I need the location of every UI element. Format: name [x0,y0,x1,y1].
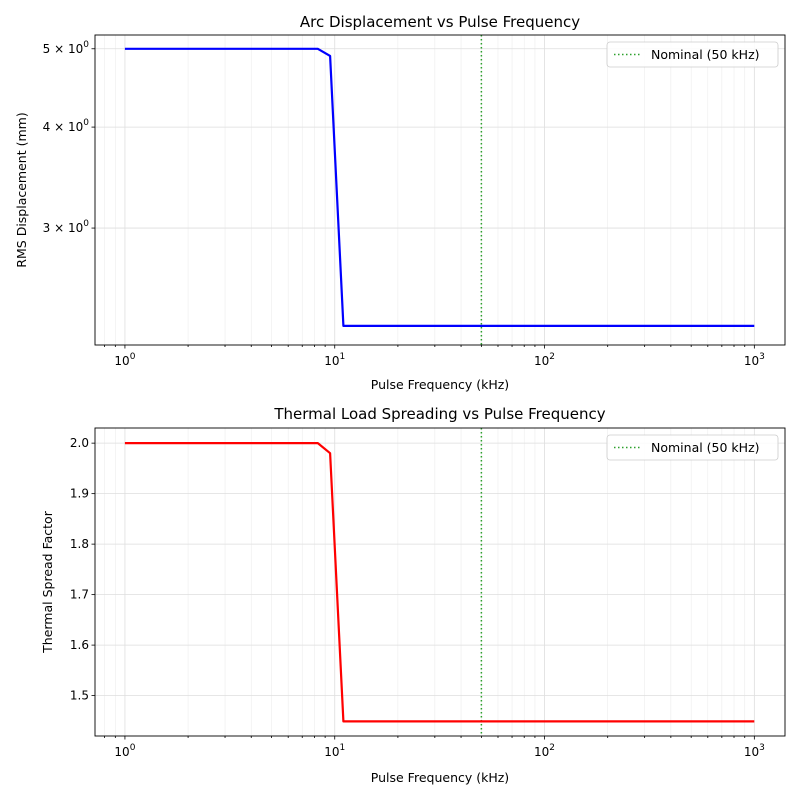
y-tick-label: 2.0 [70,436,89,450]
legend-label: Nominal (50 kHz) [651,440,760,455]
x-tick-label: 102 [534,352,555,368]
y-tick-label: 1.8 [70,537,89,551]
x-tick-label: 100 [114,743,135,759]
y-tick-label: 5 × 100 [43,40,90,56]
x-axis-label: Pulse Frequency (kHz) [371,770,509,785]
grid [95,35,785,345]
x-tick-label: 101 [324,743,345,759]
x-tick-label: 100 [114,352,135,368]
legend: Nominal (50 kHz) [606,434,779,461]
axes-frame [94,427,786,737]
x-tick-label: 102 [534,743,555,759]
legend: Nominal (50 kHz) [606,41,779,68]
data-line [124,47,755,327]
y-tick-label: 3 × 100 [43,219,90,235]
axes-frame [94,34,786,346]
y-tick-label: 1.5 [70,689,89,703]
chart-title: Arc Displacement vs Pulse Frequency [300,13,580,31]
data-line [124,442,755,723]
y-tick-label: 4 × 100 [43,118,90,134]
grid [95,428,785,736]
x-tick-label: 103 [744,743,765,759]
y-tick-label: 1.6 [70,638,89,652]
y-axis-label: Thermal Spread Factor [40,510,55,654]
y-tick-label: 1.7 [70,588,89,602]
y-axis-label: RMS Displacement (mm) [14,112,29,267]
chart-panel-top: 100 101 102 103 3 × 100 4 × 100 5 × 100 Arc Dis… [14,13,786,392]
x-tick-label: 101 [324,352,345,368]
legend-label: Nominal (50 kHz) [651,47,760,62]
x-tick-label: 103 [744,352,765,368]
chart-panel-bottom: 100 101 102 103 1.5 1.6 1.7 1.8 1.9 2.0 Thermal Lo… [40,405,786,785]
chart-title: Thermal Load Spreading vs Pulse Frequenc… [273,405,605,423]
y-tick-label: 1.9 [70,487,89,501]
x-axis-label: Pulse Frequency (kHz) [371,377,509,392]
